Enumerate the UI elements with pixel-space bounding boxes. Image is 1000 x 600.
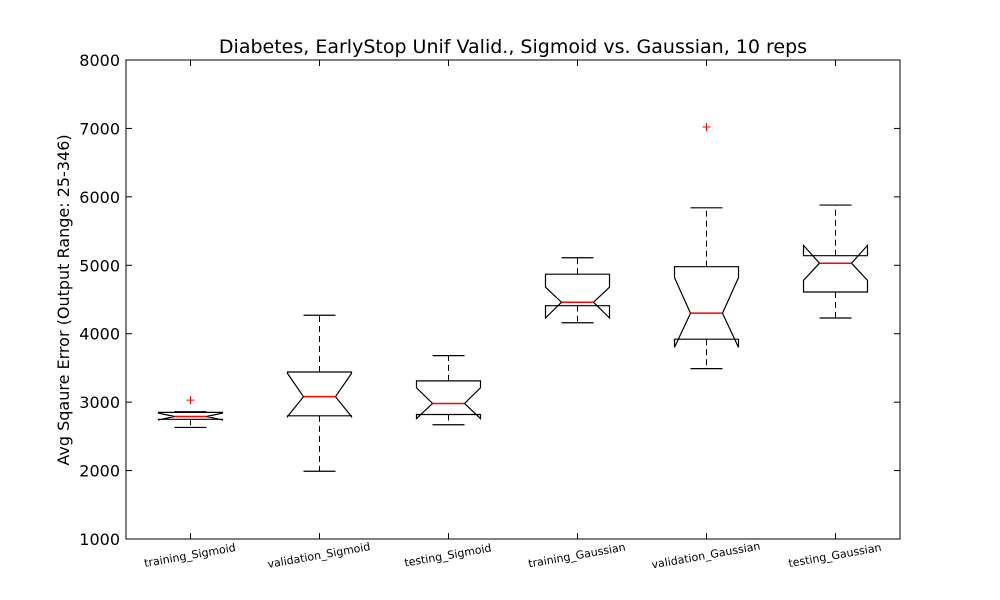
outlier-marker (186, 396, 195, 405)
y-tick-label: 8000 (79, 51, 120, 70)
chart-title: Diabetes, EarlyStop Unif Valid., Sigmoid… (219, 36, 807, 58)
plot-area: 1000 2000 3000 4000 5000 6000 7000 8000 training… (79, 51, 901, 572)
x-tick-label: validation_Gaussian (651, 540, 762, 572)
y-tick-label: 5000 (79, 256, 120, 275)
box-body (157, 411, 224, 421)
y-tick-label: 6000 (79, 188, 120, 207)
y-tick-label: 3000 (79, 393, 120, 412)
y-tick-label: 1000 (79, 530, 120, 549)
y-tick-label: 2000 (79, 462, 120, 481)
axes-frame (125, 59, 901, 540)
y-tick-label: 4000 (79, 325, 120, 344)
outlier-marker (702, 123, 711, 132)
box-body (802, 243, 869, 293)
box-body (415, 380, 482, 420)
x-tick-label: training_Sigmoid (143, 541, 236, 570)
box-body (673, 266, 740, 348)
y-tick-label: 7000 (79, 119, 120, 138)
x-tick-label: training_Gaussian (527, 541, 626, 571)
x-tick-label: testing_Gaussian (787, 541, 882, 570)
x-tick-label: validation_Sigmoid (266, 540, 371, 571)
y-axis-label: Avg Sqaure Error (Output Range: 25-346) (54, 134, 73, 465)
box-body (286, 371, 353, 419)
box-body (544, 273, 611, 320)
x-tick-label: testing_Sigmoid (403, 541, 492, 569)
